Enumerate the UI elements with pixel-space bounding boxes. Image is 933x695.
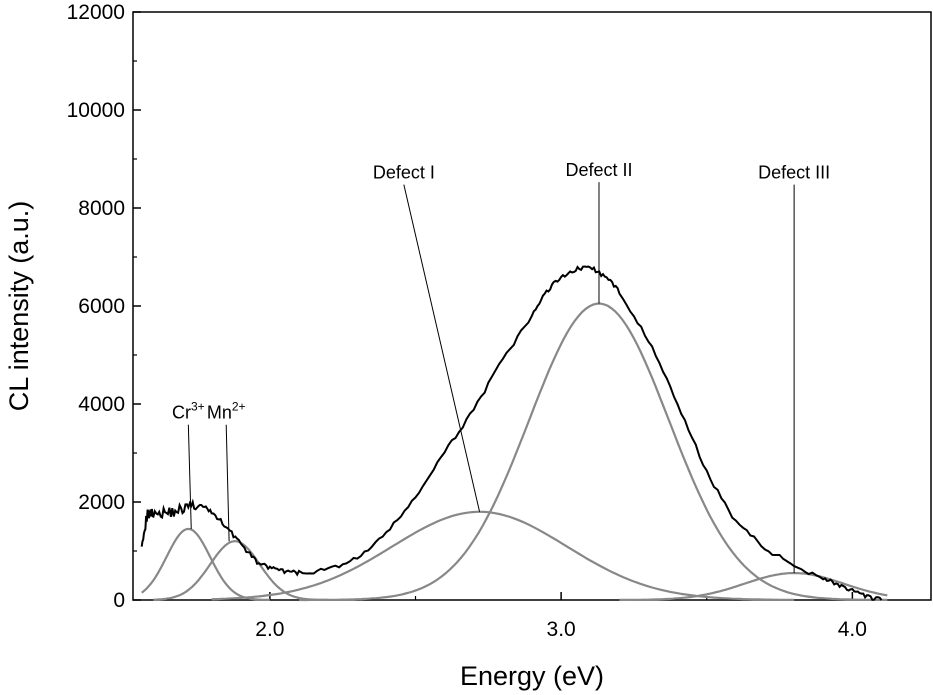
annotation-leader-line <box>225 424 230 542</box>
y-tick-label: 4000 <box>78 393 125 416</box>
x-axis-title: Energy (eV) <box>460 661 604 691</box>
y-tick-label: 6000 <box>78 295 125 318</box>
y-tick-label: 12000 <box>67 1 125 24</box>
measured-spectrum-line <box>140 265 883 601</box>
annotation-leader-line <box>187 424 192 529</box>
peak-annotations: Cr3+ Mn2+ Defect I Defect II Defect III <box>172 160 830 574</box>
y-tick-label: 8000 <box>78 197 125 220</box>
plot-frame <box>132 11 932 601</box>
y-tick-label: 10000 <box>67 99 125 122</box>
y-axis-title: CL intensity (a.u.) <box>4 201 34 412</box>
annotation-label: Defect III <box>758 163 830 183</box>
component-curve-defect-ii <box>299 302 888 602</box>
annotation-label: Defect I <box>373 163 435 183</box>
annotation-leader-line <box>403 184 481 512</box>
x-tick-label: 3.0 <box>547 618 576 641</box>
component-curve-defect-iii <box>619 572 888 601</box>
x-tick-label: 4.0 <box>838 618 867 641</box>
annotation-label: Defect II <box>565 160 632 180</box>
x-tick-label: 2.0 <box>255 618 284 641</box>
annotation-label: Cr3+ <box>172 400 205 423</box>
y-tick-label: 2000 <box>78 491 125 514</box>
annotation-label: Mn2+ <box>207 400 246 423</box>
component-curve-mn2- <box>153 540 329 602</box>
y-tick-label: 0 <box>113 589 125 612</box>
component-curve-defect-i <box>211 510 795 601</box>
y-axis-ticks: 0 2000 4000 6000 8000 10000 12000 <box>67 1 141 612</box>
component-curve-cr3- <box>141 527 270 601</box>
